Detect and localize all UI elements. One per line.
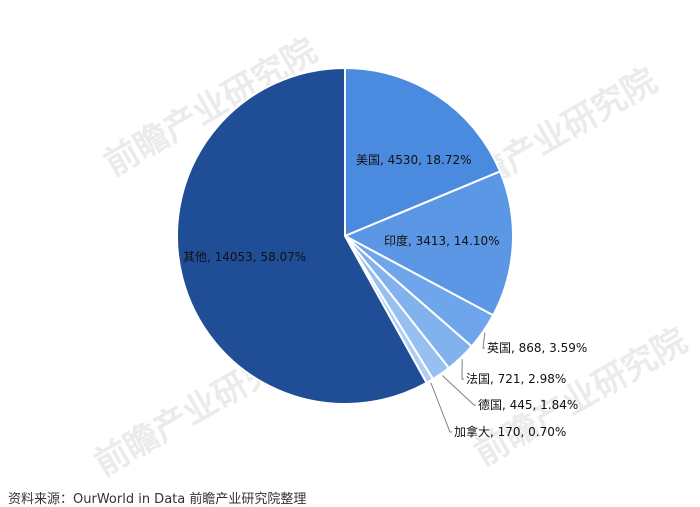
pie-slice-0 [344, 66, 502, 238]
leader-line-2 [482, 332, 486, 349]
data-label-5: 加拿大, 170, 0.70% [454, 424, 566, 439]
pie-slice-6 [176, 66, 428, 405]
data-label-3: 法国, 721, 2.98% [466, 372, 566, 386]
pie-slices [176, 66, 514, 405]
data-label-4: 德国, 445, 1.84% [478, 397, 578, 412]
data-label-1: 印度, 3413, 14.10% [384, 233, 500, 248]
leader-lines [430, 332, 486, 433]
data-label-2: 英国, 868, 3.59% [487, 341, 587, 355]
leader-line-4 [441, 375, 476, 406]
leader-line-5 [430, 382, 452, 433]
pie-slice-1 [342, 170, 514, 317]
leader-line-3 [461, 359, 464, 380]
data-labels: 美国, 4530, 18.72% 印度, 3413, 14.10% 英国, 868,… [183, 153, 587, 439]
data-label-6: 其他, 14053, 58.07% [183, 250, 306, 264]
source-note: 资料来源：OurWorld in Data 前瞻产业研究院整理 [8, 492, 307, 507]
data-label-0: 美国, 4530, 18.72% [356, 153, 472, 167]
